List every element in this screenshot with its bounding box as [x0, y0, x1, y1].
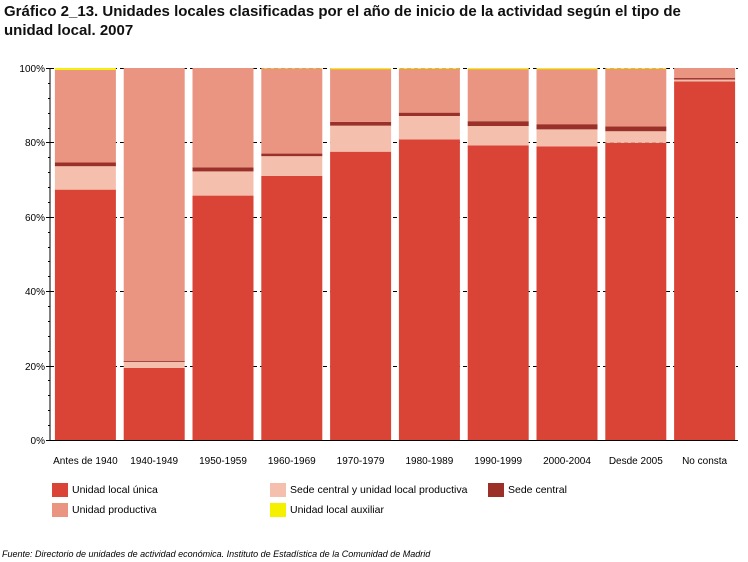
- bar-segment-unidad-local-única: [123, 367, 185, 440]
- x-tick-label: 1960-1969: [268, 456, 316, 467]
- bar-segment-unidad-local-auxiliar: [398, 68, 460, 69]
- source-note: Fuente: Directorio de unidades de activi…: [2, 549, 431, 559]
- bar-segment-unidad-local-única: [605, 142, 667, 440]
- bar-segment-unidad-local-única: [54, 189, 116, 440]
- bar-segment-unidad-productiva: [536, 69, 598, 125]
- legend-swatch-unidad-productiva: [52, 503, 68, 517]
- bar-segment-unidad-local-auxiliar: [54, 68, 116, 70]
- y-tick-label: 80%: [25, 138, 45, 149]
- bar-segment-sede-central-y-unidad-local-productiva: [605, 131, 667, 143]
- bar-segment-unidad-productiva: [330, 69, 392, 122]
- x-tick-label: 1970-1979: [337, 456, 385, 467]
- bar-segment-unidad-productiva: [123, 68, 185, 361]
- bar-segment-unidad-local-auxiliar: [605, 68, 667, 69]
- legend-item-unidad-productiva: Unidad productiva: [52, 503, 157, 517]
- bar-segment-unidad-local-única: [330, 151, 392, 440]
- bar-segment-unidad-local-única: [674, 81, 736, 440]
- y-tick-label: 0%: [31, 436, 46, 447]
- bar-segment-sede-central-y-unidad-local-productiva: [54, 166, 116, 190]
- bar-segment-sede-central: [467, 121, 529, 127]
- legend-item-unidad-local-auxiliar: Unidad local auxiliar: [270, 503, 384, 517]
- bar-segment-unidad-local-única: [536, 146, 598, 440]
- x-tick-label: 1950-1959: [199, 456, 247, 467]
- bar-segment-sede-central-y-unidad-local-productiva: [398, 115, 460, 140]
- bar-segment-sede-central: [605, 126, 667, 132]
- bar-segment-sede-central-y-unidad-local-productiva: [467, 126, 529, 146]
- legend-swatch-sede-central-y-unidad-local-productiva: [270, 483, 286, 497]
- x-tick-label: Desde 2005: [609, 456, 663, 467]
- bar-segment-sede-central-y-unidad-local-productiva: [674, 79, 736, 82]
- legend-swatch-unidad-local-unica: [52, 483, 68, 497]
- legend-label-unidad-local-auxiliar: Unidad local auxiliar: [290, 504, 384, 516]
- bar-segment-sede-central-y-unidad-local-productiva: [261, 156, 323, 176]
- x-tick-label: 1980-1989: [405, 456, 453, 467]
- bar-segment-unidad-productiva: [398, 68, 460, 113]
- bar-segment-sede-central: [398, 112, 460, 116]
- legend-label-unidad-productiva: Unidad productiva: [72, 504, 157, 516]
- x-tick-label: 1990-1999: [474, 456, 522, 467]
- y-tick-label: 20%: [25, 362, 45, 373]
- bar-segment-sede-central: [54, 162, 116, 167]
- legend-item-sede-central-y-unidad-local-productiva: Sede central y unidad local productiva: [270, 483, 467, 497]
- bar-segment-unidad-local-auxiliar: [330, 68, 392, 70]
- bar-segment-sede-central: [330, 121, 392, 126]
- bar-segment-unidad-productiva: [261, 68, 323, 154]
- x-tick-label: 2000-2004: [543, 456, 591, 467]
- x-tick-label: 1940-1949: [130, 456, 178, 467]
- x-tick-label: No consta: [682, 456, 727, 467]
- bar-segment-sede-central-y-unidad-local-productiva: [192, 171, 254, 196]
- legend-item-unidad-local-unica: Unidad local única: [52, 483, 158, 497]
- legend-swatch-sede-central: [488, 483, 504, 497]
- legend-swatch-unidad-local-auxiliar: [270, 503, 286, 517]
- bar-segment-unidad-productiva: [467, 69, 529, 122]
- bar-segment-unidad-local-única: [398, 139, 460, 440]
- bar-segment-unidad-productiva: [192, 68, 254, 168]
- bar-segment-sede-central: [261, 153, 323, 157]
- bar-segment-sede-central: [192, 167, 254, 172]
- bar-segment-unidad-local-auxiliar: [467, 68, 529, 70]
- bar-segment-unidad-local-única: [261, 175, 323, 440]
- legend-label-unidad-local-unica: Unidad local única: [72, 484, 158, 496]
- y-tick-label: 40%: [25, 287, 45, 298]
- bar-segment-unidad-local-única: [192, 195, 254, 440]
- x-tick-label: Antes de 1940: [53, 456, 118, 467]
- bar-segment-sede-central-y-unidad-local-productiva: [536, 129, 598, 147]
- bar-segment-sede-central-y-unidad-local-productiva: [330, 125, 392, 152]
- chart-title: Gráfico 2_13. Unidades locales clasifica…: [4, 3, 681, 39]
- bar-segment-unidad-productiva: [54, 69, 116, 163]
- bar-segment-sede-central: [674, 78, 736, 80]
- legend-label-sede-central: Sede central: [508, 484, 567, 496]
- bar-segment-sede-central-y-unidad-local-productiva: [123, 361, 185, 368]
- bar-segment-unidad-productiva: [605, 68, 667, 127]
- y-tick-label: 100%: [19, 64, 45, 75]
- bar-segment-unidad-local-única: [467, 145, 529, 440]
- y-tick-label: 60%: [25, 213, 45, 224]
- bar-segment-unidad-local-auxiliar: [536, 68, 598, 70]
- legend-item-sede-central: Sede central: [488, 483, 567, 497]
- bar-segment-sede-central: [536, 124, 598, 130]
- bar-segment-unidad-productiva: [674, 68, 736, 79]
- bar-segment-sede-central: [123, 360, 185, 362]
- legend-label-sede-central-y-unidad-local-productiva: Sede central y unidad local productiva: [290, 484, 468, 496]
